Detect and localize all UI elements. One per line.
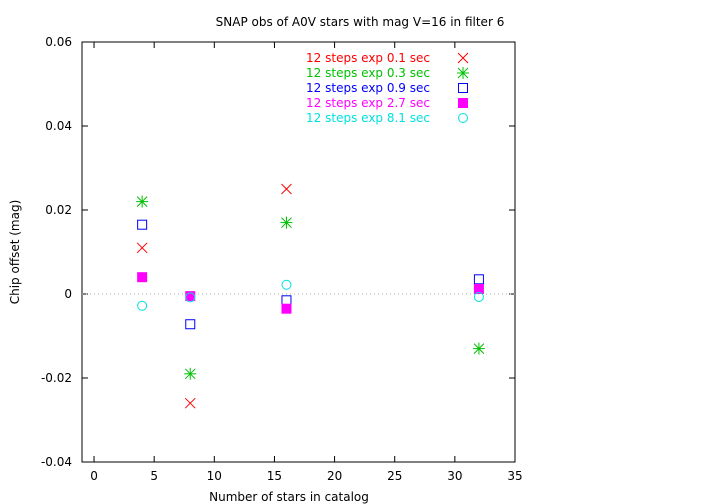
y-tick-label: 0.06	[45, 35, 72, 49]
data-point	[281, 279, 292, 290]
data-point	[473, 274, 484, 285]
data-marks	[136, 183, 485, 409]
data-point	[184, 397, 196, 409]
plot-frame	[81, 41, 516, 463]
legend-marker	[457, 52, 469, 64]
x-tick-label: 20	[327, 469, 342, 483]
x-axis-label: Number of stars in catalog	[209, 490, 369, 504]
legend-marker	[457, 67, 469, 79]
y-tick-label: 0.04	[45, 119, 72, 133]
y-tick-label: -0.04	[41, 455, 72, 469]
data-point	[185, 319, 196, 330]
y-tick-label: 0	[64, 287, 72, 301]
axes: 0 5 10 15 20 25 30 35 -0.04 -0.02 0 0.02 0.04 0.06	[41, 35, 523, 483]
data-point	[281, 303, 292, 314]
legend-label: 12 steps exp 0.1 sec	[306, 51, 430, 65]
data-point	[281, 295, 292, 306]
x-tick-label: 5	[150, 469, 158, 483]
legend-label: 12 steps exp 8.1 sec	[306, 111, 430, 125]
data-point	[137, 300, 148, 311]
data-point	[473, 291, 484, 302]
legend-marker	[458, 98, 468, 108]
data-point	[184, 367, 197, 380]
data-point	[136, 242, 148, 254]
data-point	[137, 219, 148, 230]
data-point	[473, 283, 484, 294]
legend-marker	[458, 113, 468, 123]
data-point	[137, 272, 148, 283]
y-axis-label: Chip offset (mag)	[8, 200, 22, 305]
data-point	[185, 292, 196, 303]
legend-label: 12 steps exp 0.9 sec	[306, 81, 430, 95]
legend-label: 12 steps exp 2.7 sec	[306, 96, 430, 110]
x-tick-label: 10	[207, 469, 222, 483]
data-point	[281, 183, 292, 195]
y-tick-label: -0.02	[41, 371, 72, 385]
x-tick-label: 15	[267, 469, 282, 483]
x-tick-label: 30	[447, 469, 462, 483]
y-tick-label: 0.02	[45, 203, 72, 217]
x-tick-label: 25	[387, 469, 402, 483]
data-point	[472, 342, 485, 355]
data-point	[136, 195, 149, 208]
x-tick-label: 0	[90, 469, 98, 483]
chart-title: SNAP obs of A0V stars with mag V=16 in f…	[216, 15, 505, 29]
x-tick-label: 35	[507, 469, 522, 483]
data-point	[280, 216, 293, 229]
legend-marker	[458, 83, 468, 93]
legend-label: 12 steps exp 0.3 sec	[306, 66, 430, 80]
